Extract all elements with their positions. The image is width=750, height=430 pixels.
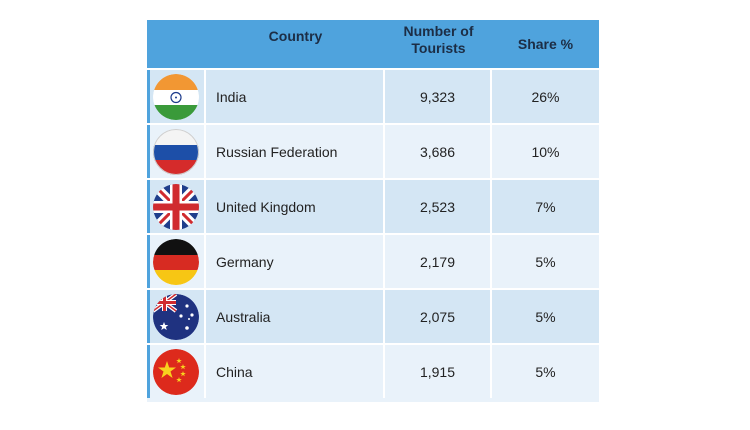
table-row: United Kingdom 2,523 7% [147,178,599,233]
cell-share: 7% [492,180,599,233]
cell-share: 5% [492,235,599,288]
cell-tourists: 2,179 [385,235,492,288]
cell-share: 5% [492,345,599,398]
table-header: Country Number of Tourists Share % [147,20,599,68]
header-tourists: Number of Tourists [385,20,492,68]
russia-flag-icon [152,128,199,175]
cell-tourists: 2,075 [385,290,492,343]
table-row: Russian Federation 3,686 10% [147,123,599,178]
table-row: China 1,915 5% [147,343,599,398]
row-accent [147,235,150,288]
table-row: India 9,323 26% [147,68,599,123]
india-flag-icon [152,73,199,120]
row-accent [147,70,150,123]
uk-flag-icon [152,183,199,230]
cell-country: United Kingdom [206,180,385,233]
header-share: Share % [517,36,574,52]
header-flag-cell [147,20,206,68]
cell-share: 26% [492,70,599,123]
row-accent [147,345,150,398]
germany-flag-icon [152,238,199,285]
cell-tourists: 2,523 [385,180,492,233]
row-accent [147,290,150,343]
cell-country: Russian Federation [206,125,385,178]
china-flag-icon [152,348,199,395]
table-bottom-strip [147,398,599,402]
cell-country: Germany [206,235,385,288]
cell-country: China [206,345,385,398]
table-row: Germany 2,179 5% [147,233,599,288]
header-tourists-line1: Number of [403,23,474,39]
cell-country: India [206,70,385,123]
tourist-table: Country Number of Tourists Share % [147,20,599,402]
header-country: Country [268,28,323,44]
row-accent [147,125,150,178]
australia-flag-icon [152,293,199,340]
cell-tourists: 3,686 [385,125,492,178]
cell-tourists: 9,323 [385,70,492,123]
cell-country: Australia [206,290,385,343]
cell-share: 10% [492,125,599,178]
row-accent [147,180,150,233]
cell-share: 5% [492,290,599,343]
table-row: Australia 2,075 5% [147,288,599,343]
header-tourists-line2: Tourists [411,40,466,56]
cell-tourists: 1,915 [385,345,492,398]
